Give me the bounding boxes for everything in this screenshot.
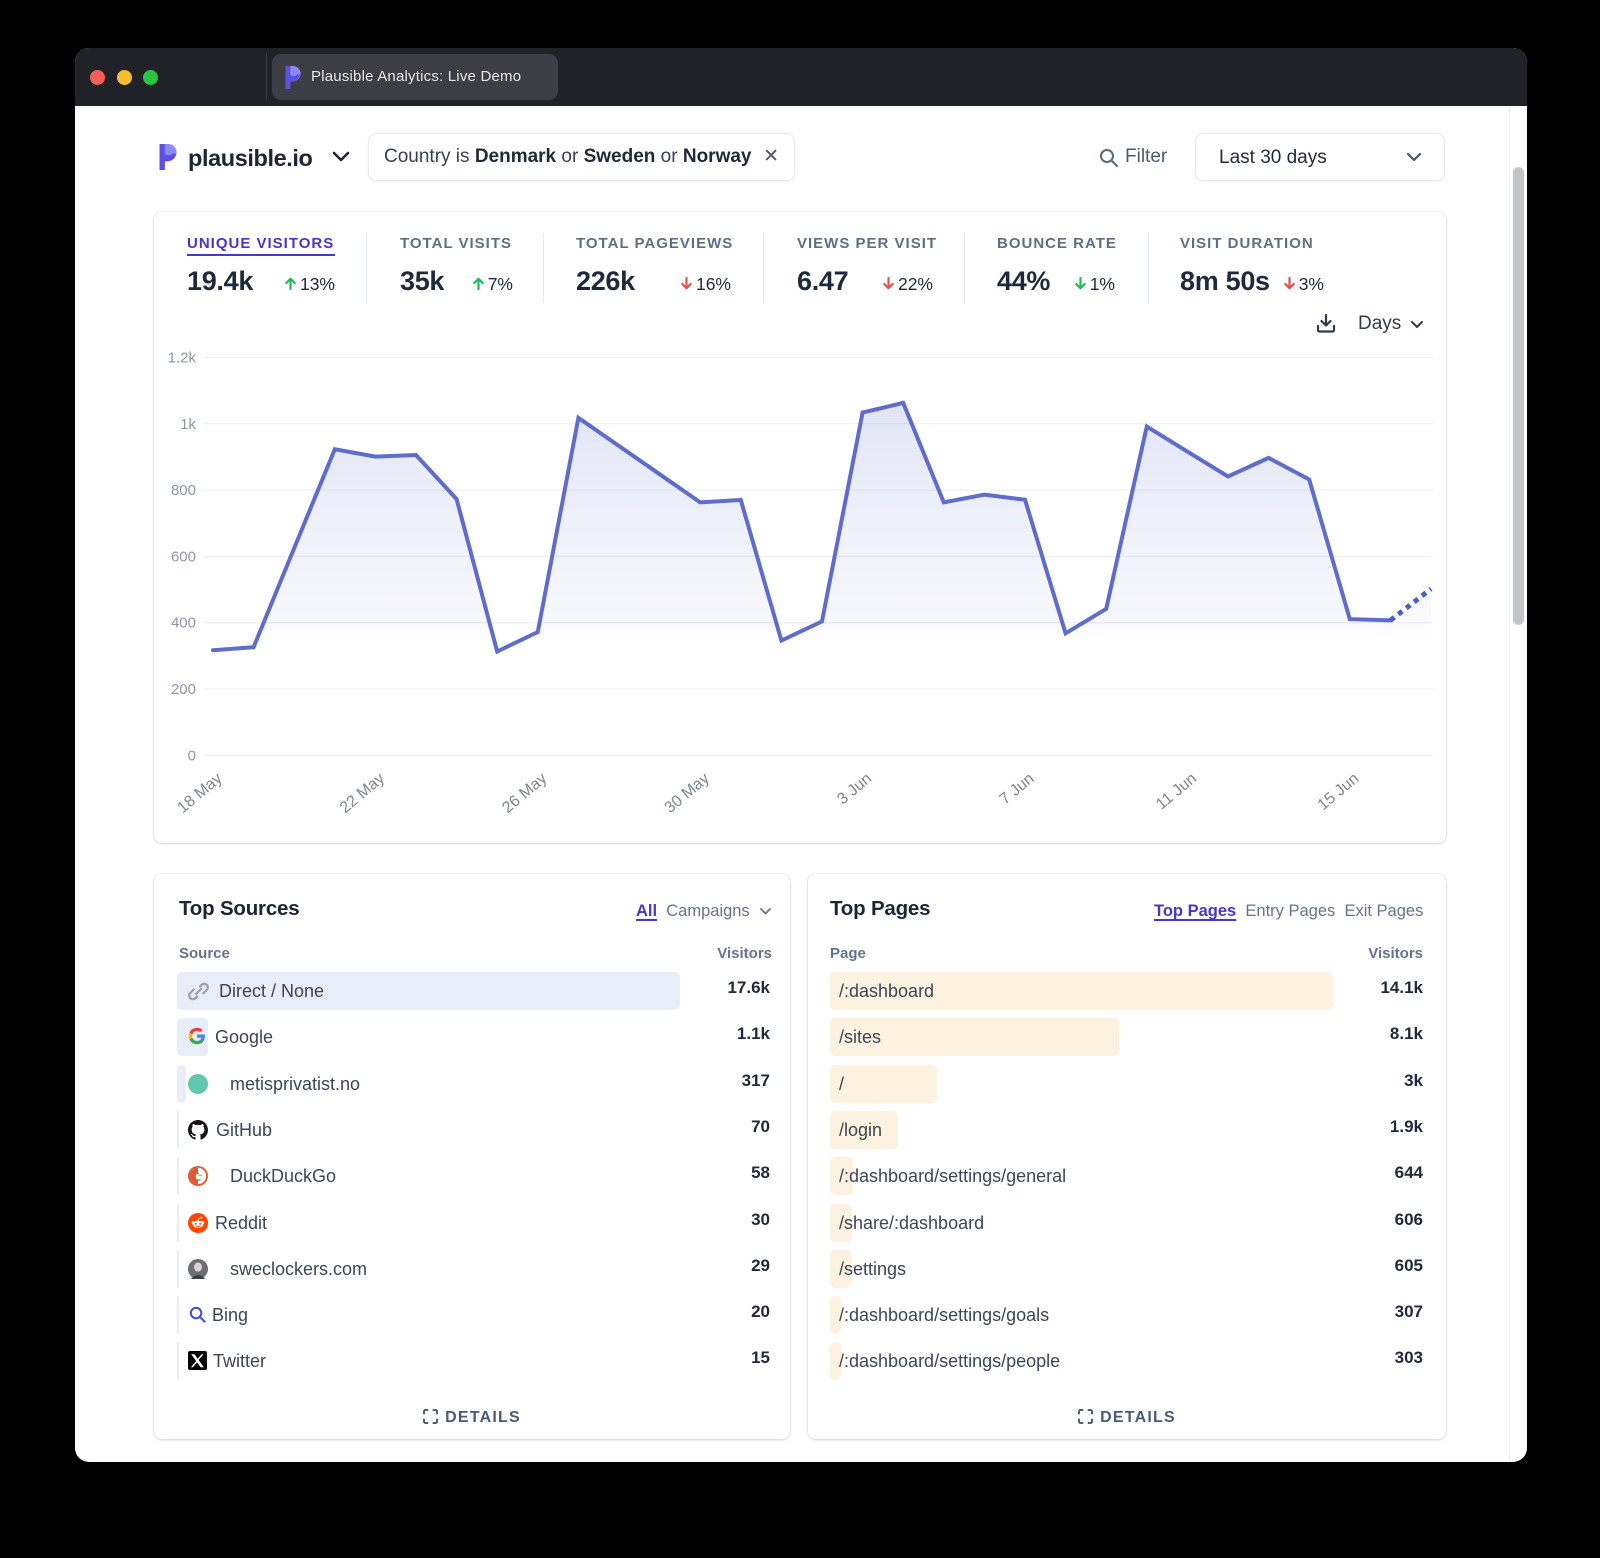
- svg-text:400: 400: [171, 615, 196, 632]
- svg-text:15 Jun: 15 Jun: [1315, 770, 1363, 814]
- svg-text:1.2k: 1.2k: [168, 350, 197, 367]
- svg-text:11 Jun: 11 Jun: [1153, 770, 1200, 813]
- svg-text:26 May: 26 May: [499, 770, 550, 817]
- svg-text:7 Jun: 7 Jun: [997, 770, 1038, 808]
- svg-text:22 May: 22 May: [337, 770, 388, 817]
- svg-text:3 Jun: 3 Jun: [834, 770, 875, 808]
- svg-text:200: 200: [171, 681, 196, 698]
- svg-text:800: 800: [171, 482, 196, 499]
- svg-text:30 May: 30 May: [662, 770, 713, 817]
- svg-text:0: 0: [188, 747, 196, 764]
- svg-text:1k: 1k: [180, 416, 196, 433]
- svg-text:600: 600: [171, 548, 196, 565]
- svg-text:18 May: 18 May: [174, 770, 225, 817]
